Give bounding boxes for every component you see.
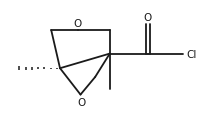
Text: Cl: Cl	[186, 49, 196, 59]
Text: O: O	[74, 19, 82, 29]
Text: O: O	[78, 98, 86, 108]
Text: O: O	[144, 13, 152, 23]
